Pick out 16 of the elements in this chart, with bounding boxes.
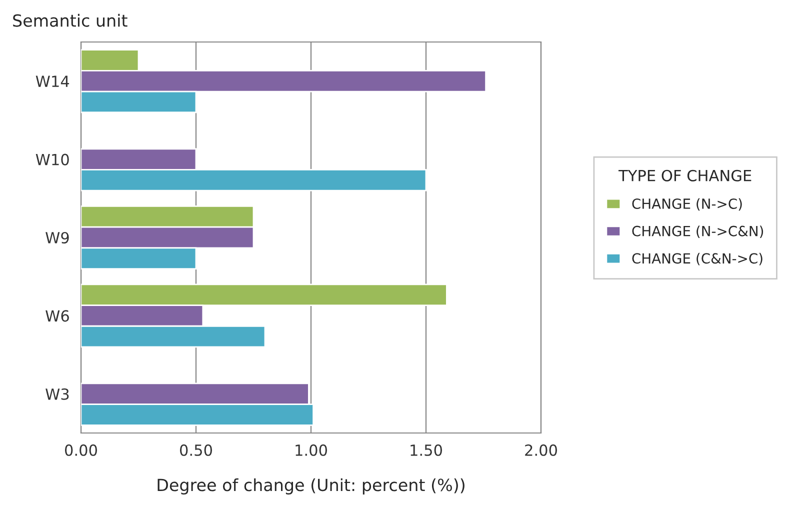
legend-label: CHANGE (N->C) [632,198,742,211]
y-axis-title: Semantic unit [13,14,128,27]
y-tick-label: W3 [46,388,69,400]
y-tick-label: W14 [36,76,70,87]
legend-title: TYPE OF CHANGE [618,170,752,182]
y-tick-label: W10 [36,154,69,166]
x-tick-label: 0.50 [180,444,212,456]
y-tick-label: W6 [46,310,69,322]
x-tick-label: 1.50 [410,444,442,456]
legend-label: CHANGE (N->C&N) [632,226,764,238]
x-axis-title: Degree of change (Unit: percent (%)) [158,478,464,494]
legend-label: CHANGE (C&N->C) [632,252,762,266]
y-tick-label: W9 [46,232,69,244]
x-tick-label: 2.00 [525,444,557,456]
x-tick-label: 1.00 [296,444,327,456]
x-tick-label: 0.00 [65,444,97,456]
